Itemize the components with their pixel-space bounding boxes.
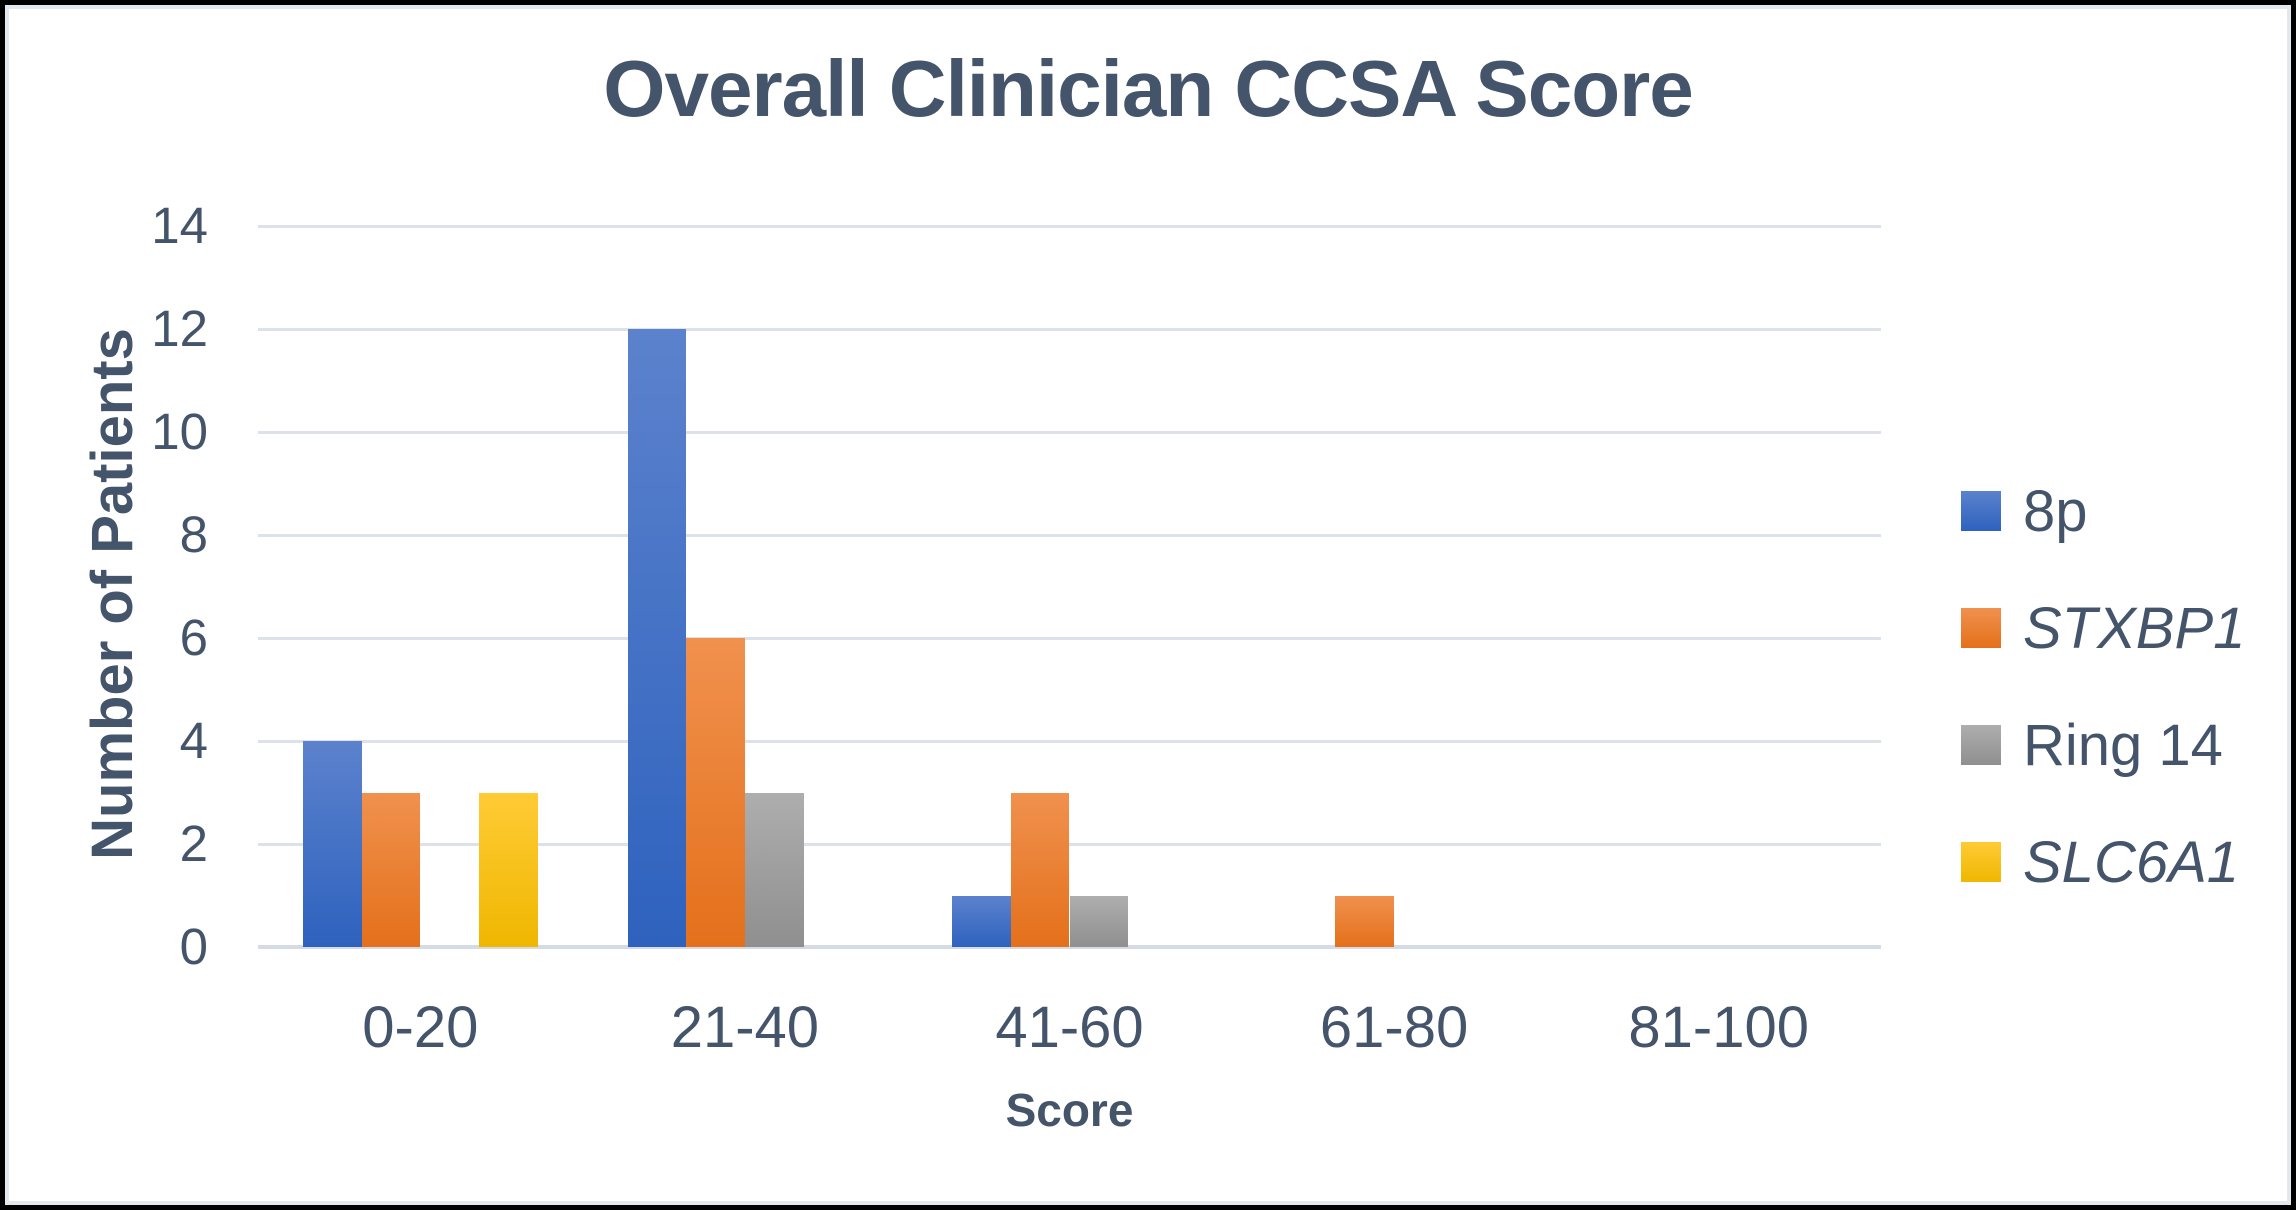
y-tick-label-2: 2 xyxy=(179,815,208,872)
gridline-10 xyxy=(258,430,1881,434)
legend: 8p STXBP1 Ring 14 SLC6A1 xyxy=(1961,478,2245,946)
legend-swatch-8p xyxy=(1961,491,2001,531)
legend-swatch-slc6a1 xyxy=(1961,842,2001,882)
gridline-4 xyxy=(258,739,1881,743)
gridline-12 xyxy=(258,327,1881,331)
bar-ring-14-21-40 xyxy=(744,792,804,947)
legend-swatch-stxbp1 xyxy=(1961,608,2001,648)
bar-stxbp1-41-60 xyxy=(1010,792,1070,947)
legend-label-stxbp1: STXBP1 xyxy=(2023,595,2246,661)
bar-8p-21-40 xyxy=(627,329,687,947)
x-category-label-61-80: 61-80 xyxy=(1319,995,1469,1060)
x-category-label-41-60: 41-60 xyxy=(995,995,1144,1060)
bar-8p-0-20 xyxy=(302,741,362,947)
chart-title: Overall Clinician CCSA Score xyxy=(603,44,1693,133)
x-axis-title: Score xyxy=(1005,1084,1134,1136)
legend-item-slc6a1: SLC6A1 xyxy=(1961,829,2245,895)
x-category-label-21-40: 21-40 xyxy=(670,995,820,1060)
legend-item-stxbp1: STXBP1 xyxy=(1961,595,2245,661)
y-tick-label-6: 6 xyxy=(179,609,208,666)
legend-label-8p: 8p xyxy=(2023,478,2088,544)
y-tick-label-12: 12 xyxy=(151,300,208,357)
legend-label-ring-14: Ring 14 xyxy=(2023,712,2223,778)
y-tick-label-0: 0 xyxy=(179,918,208,975)
y-tick-label-4: 4 xyxy=(179,712,208,769)
bar-slc6a1-0-20 xyxy=(478,792,538,947)
bar-ring-14-41-60 xyxy=(1069,895,1129,947)
plot-area xyxy=(258,224,1881,949)
y-tick-label-14: 14 xyxy=(151,197,208,254)
bar-stxbp1-21-40 xyxy=(686,638,745,947)
gridline-14 xyxy=(258,224,1881,228)
bar-stxbp1-0-20 xyxy=(361,792,421,947)
y-tick-label-8: 8 xyxy=(179,506,208,563)
bar-8p-41-60 xyxy=(952,895,1011,947)
gridline-6 xyxy=(258,636,1881,640)
x-axis-line xyxy=(258,945,1881,949)
bar-stxbp1-61-80 xyxy=(1335,895,1395,947)
gridline-2 xyxy=(258,842,1881,846)
y-tick-label-10: 10 xyxy=(151,403,208,460)
legend-label-slc6a1: SLC6A1 xyxy=(2023,829,2240,895)
legend-item-8p: 8p xyxy=(1961,478,2245,544)
legend-item-ring-14: Ring 14 xyxy=(1961,712,2245,778)
x-category-label-0-20: 0-20 xyxy=(362,995,479,1060)
x-category-label-81-100: 81-100 xyxy=(1628,995,1809,1060)
legend-swatch-ring-14 xyxy=(1961,725,2001,765)
gridline-8 xyxy=(258,533,1881,537)
